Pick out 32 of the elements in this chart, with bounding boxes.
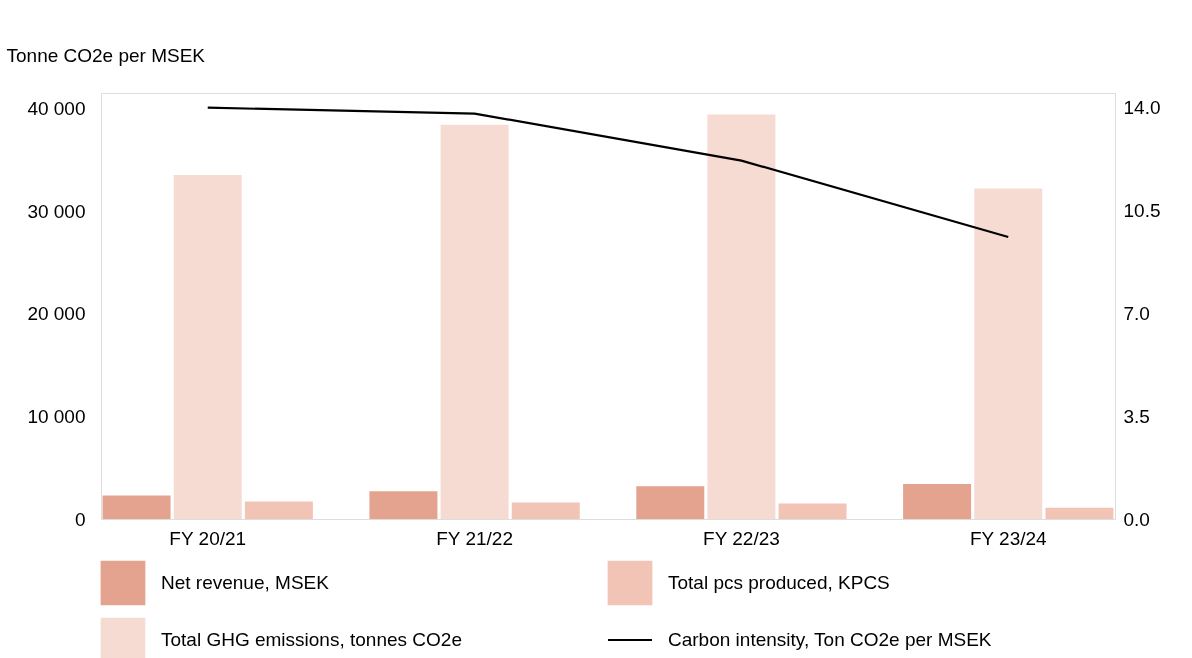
bar [244, 501, 313, 519]
y-axis-title: Tonne CO2e per MSEK [6, 44, 206, 66]
x-tick-label: FY 22/23 [703, 527, 780, 549]
y-tick-label: 20 000 [27, 303, 86, 325]
bar [636, 486, 705, 519]
bar [707, 114, 776, 519]
y-tick-label: 40 000 [27, 97, 86, 119]
bar [974, 188, 1043, 519]
bar [440, 124, 509, 519]
bar [511, 502, 580, 519]
x-tick-label: FY 20/21 [169, 527, 247, 549]
legend-label: Net revenue, MSEK [161, 572, 330, 593]
y2-tick-label: 10.5 [1123, 200, 1161, 222]
legend-label: Total pcs produced, KPCS [668, 572, 890, 593]
bar [102, 495, 171, 519]
y2-tick-label: 3.5 [1123, 405, 1150, 427]
y-tick-label: 0 [74, 508, 86, 530]
y2-tick-label: 14.0 [1123, 97, 1161, 119]
x-tick-label: FY 21/22 [436, 527, 513, 549]
legend-label: Total GHG emissions, tonnes CO2e [161, 629, 462, 650]
x-tick-label: FY 23/24 [969, 527, 1048, 549]
line-series [206, 106, 1010, 239]
y2-tick-label: 7.0 [1123, 302, 1150, 324]
bar [369, 491, 438, 519]
bar [903, 484, 972, 519]
bar [1045, 507, 1114, 519]
bar [778, 503, 847, 519]
y-tick-label: 30 000 [27, 200, 86, 222]
y2-tick-label: 0.0 [1123, 508, 1150, 530]
bar [173, 175, 242, 519]
y-tick-label: 10 000 [27, 405, 86, 427]
legend-label: Carbon intensity, Ton CO2e per MSEK [668, 629, 992, 650]
